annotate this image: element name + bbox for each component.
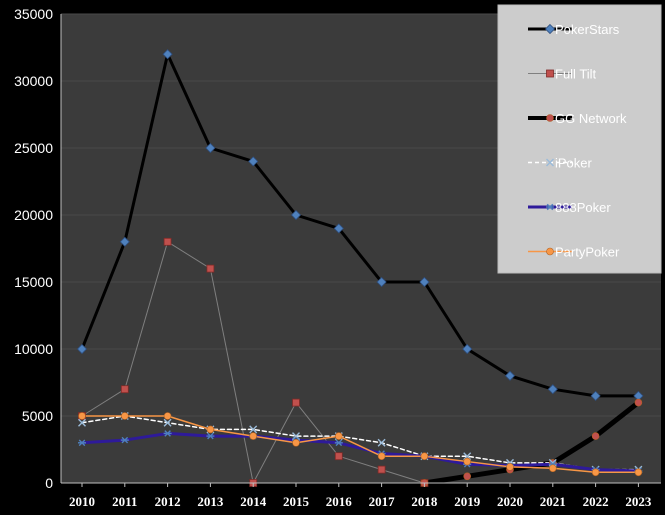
point-full-tilt-2013 (206, 264, 215, 273)
point-pokerstars-2015 (290, 209, 302, 221)
point-pokerstars-2016 (333, 223, 344, 234)
y-tick-label-20000: 20000 (14, 207, 53, 223)
point-pokerstars-2014 (248, 156, 259, 167)
axes: 0 5000 10000 15000 20000 25000 30000 35000 2010 2… (14, 6, 661, 509)
point-pokerstars-2022 (590, 390, 601, 401)
x-tick-label-2021: 2021 (540, 494, 566, 509)
point-partypoker-2022 (591, 468, 600, 477)
series-line-888poker (80, 431, 640, 473)
point-pokerstars-2019 (462, 343, 473, 355)
point-partypoker-2014 (249, 432, 257, 440)
point-888poker-2010 (78, 439, 86, 447)
x-tick-label-2015: 2015 (283, 494, 310, 509)
point-gg-network-2023 (634, 398, 643, 407)
x-tick-label-2020: 2020 (497, 494, 523, 509)
point-partypoker-2020 (506, 463, 514, 471)
legend-box (497, 4, 662, 274)
point-partypoker-2012 (163, 412, 172, 420)
point-pokerstars-2021 (547, 384, 558, 395)
point-ipoker-2012 (163, 418, 172, 427)
point-gg-network-2022 (591, 432, 600, 440)
point-pokerstars-2011 (119, 236, 130, 247)
x-tick-label-2012: 2012 (155, 494, 181, 509)
series-line-pokerstars (80, 52, 640, 398)
point-pokerstars-2018 (419, 276, 430, 288)
x-tick-label-2014: 2014 (240, 494, 267, 509)
point-full-tilt-2016 (334, 452, 343, 461)
legend-marker-partypoker (546, 247, 554, 256)
x-tick-label-2023: 2023 (625, 494, 652, 509)
legend-label-gg-network: GG Network (555, 111, 627, 126)
point-partypoker-2013 (206, 425, 215, 434)
legend-label-full-tilt: Full Tilt (555, 67, 597, 82)
point-ipoker-2021 (548, 458, 557, 467)
y-tick-label-0: 0 (45, 475, 53, 491)
point-full-tilt-2011 (120, 385, 129, 394)
legend-label-ipoker: iPoker (555, 156, 593, 171)
point-partypoker-2017 (377, 452, 386, 461)
point-888poker-2011 (120, 436, 129, 444)
y-tick-label-30000: 30000 (14, 73, 53, 89)
legend-marker-full-tilt (546, 69, 554, 78)
y-tick-label-25000: 25000 (14, 140, 53, 156)
point-partypoker-2023 (634, 468, 643, 477)
x-tick-label-2017: 2017 (369, 494, 396, 509)
x-tick-label-2022: 2022 (583, 494, 609, 509)
x-tick-label-2018: 2018 (411, 494, 438, 509)
point-ipoker-2014 (249, 425, 258, 434)
point-partypoker-2011 (121, 412, 129, 420)
point-pokerstars-2017 (376, 276, 387, 288)
legend-marker-888poker (546, 203, 554, 211)
point-888poker-2013 (206, 432, 215, 440)
legend-label-888poker: 888Poker (555, 200, 611, 215)
series-line-partypoker (81, 415, 640, 474)
point-partypoker-2018 (420, 452, 429, 461)
point-pokerstars-2010 (76, 343, 88, 355)
legend-marker-ipoker (546, 158, 554, 167)
y-tick-label-5000: 5000 (22, 408, 53, 424)
x-tick-label-2013: 2013 (197, 494, 224, 509)
point-gg-network-2019 (463, 472, 472, 481)
x-tick-label-2016: 2016 (326, 494, 353, 509)
legend-label-pokerstars: PokerStars (555, 22, 620, 37)
legend-marker-gg-network (546, 114, 554, 122)
point-888poker-2016 (334, 439, 343, 447)
point-pokerstars-2013 (205, 142, 216, 154)
point-partypoker-2016 (334, 432, 343, 440)
series-line-ipoker (81, 415, 640, 471)
y-tick-label-10000: 10000 (14, 341, 53, 357)
point-partypoker-2019 (463, 457, 472, 466)
legend-label-partypoker: PartyPoker (555, 245, 620, 260)
point-pokerstars-2012 (162, 49, 173, 60)
x-tick-label-2019: 2019 (454, 494, 481, 509)
point-partypoker-2015 (292, 438, 300, 447)
x-tick-label-2010: 2010 (69, 494, 95, 509)
point-full-tilt-2015 (292, 398, 300, 407)
marker-layer (76, 49, 644, 487)
point-full-tilt-2012 (163, 237, 172, 246)
x-tick-label-2011: 2011 (112, 494, 137, 509)
point-888poker-2012 (163, 430, 172, 437)
legend: PokerStars Full Tilt GG Network iPoker 888Po… (497, 4, 662, 274)
y-tick-label-15000: 15000 (14, 274, 53, 290)
y-tick-label-35000: 35000 (14, 6, 53, 22)
point-partypoker-2010 (78, 412, 86, 420)
point-ipoker-2019 (463, 452, 472, 461)
point-full-tilt-2017 (377, 465, 386, 474)
point-ipoker-2010 (78, 418, 86, 427)
point-pokerstars-2020 (504, 370, 516, 381)
series-layer (80, 52, 641, 486)
point-ipoker-2017 (377, 438, 386, 447)
point-partypoker-2021 (548, 464, 557, 473)
legend-marker-pokerstars (544, 23, 556, 35)
